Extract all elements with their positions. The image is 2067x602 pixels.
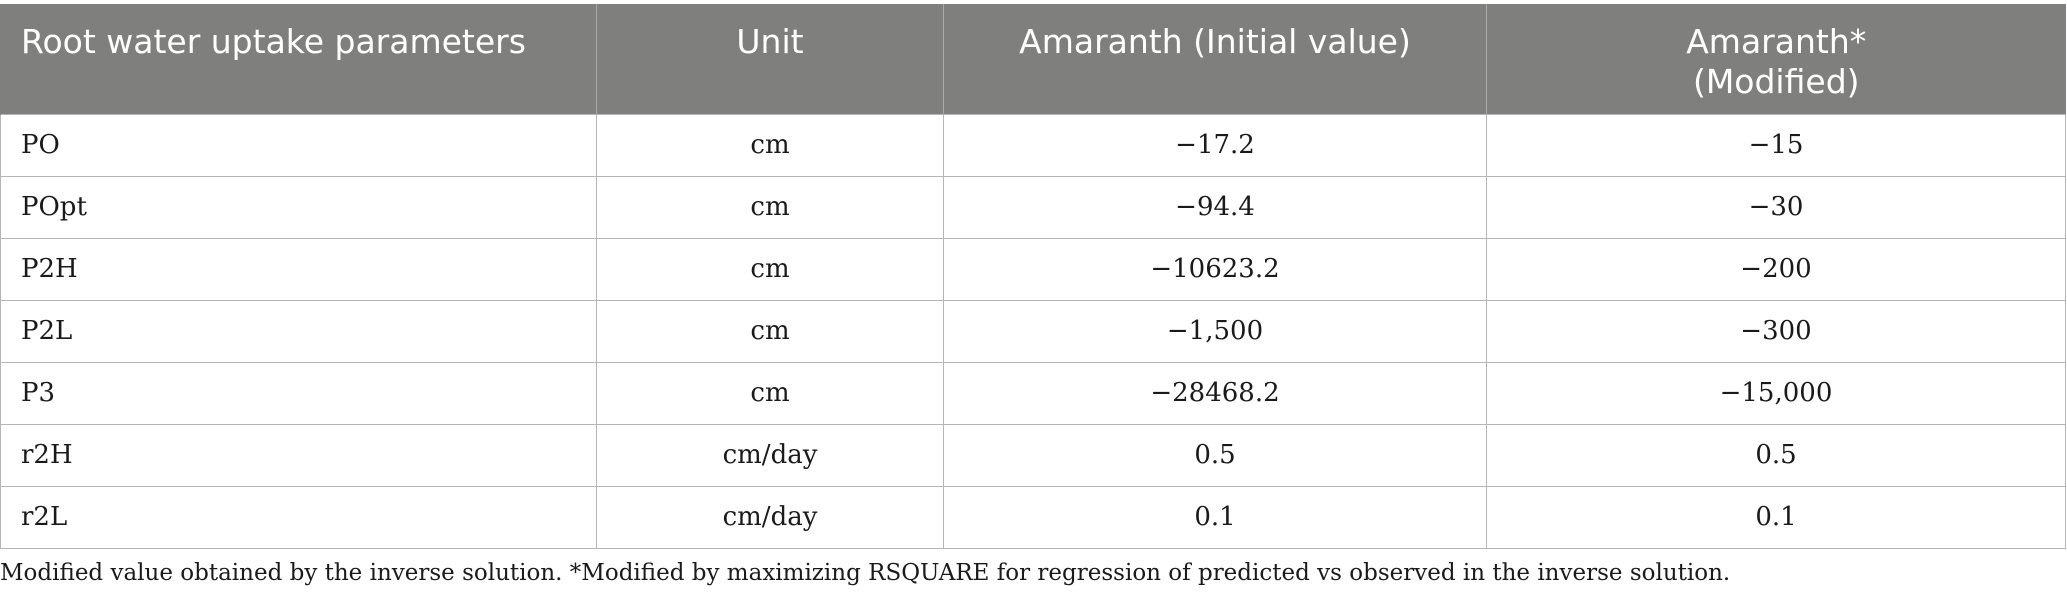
header-initial-value: Amaranth (Initial value) [943, 4, 1487, 114]
root-water-uptake-table: Root water uptake parameters Unit Amaran… [0, 4, 2066, 549]
cell-modified: 0.1 [1486, 485, 2066, 549]
cell-parameter: P2H [0, 237, 597, 301]
cell-initial: 0.5 [943, 423, 1487, 487]
cell-parameter: POpt [0, 175, 597, 239]
cell-parameter: P2L [0, 299, 597, 363]
table-row: P3 cm −28468.2 −15,000 [0, 361, 2066, 425]
cell-parameter: r2H [0, 423, 597, 487]
header-initial-value-label: Amaranth (Initial value) [1019, 22, 1411, 61]
cell-unit: cm/day [596, 485, 944, 549]
cell-unit: cm [596, 175, 944, 239]
table-row: P2H cm −10623.2 −200 [0, 237, 2066, 301]
table-row: POpt cm −94.4 −30 [0, 175, 2066, 239]
parameters-table-container: Root water uptake parameters Unit Amaran… [0, 4, 2066, 549]
cell-initial: −1,500 [943, 299, 1487, 363]
cell-parameter: PO [0, 113, 597, 177]
header-unit-label: Unit [736, 22, 804, 61]
table-footnote: Modified value obtained by the inverse s… [0, 560, 1731, 586]
header-row: Root water uptake parameters Unit Amaran… [0, 4, 2066, 114]
cell-parameter: P3 [0, 361, 597, 425]
cell-modified: −15 [1486, 113, 2066, 177]
cell-initial: −10623.2 [943, 237, 1487, 301]
cell-unit: cm/day [596, 423, 944, 487]
table-row: PO cm −17.2 −15 [0, 113, 2066, 177]
cell-initial: 0.1 [943, 485, 1487, 549]
header-modified-value: Amaranth* (Modified) [1486, 4, 2066, 114]
table-row: r2H cm/day 0.5 0.5 [0, 423, 2066, 487]
cell-modified: −200 [1486, 237, 2066, 301]
cell-modified: −30 [1486, 175, 2066, 239]
cell-unit: cm [596, 113, 944, 177]
header-modified-label-line2: (Modified) [1692, 62, 1860, 101]
cell-unit: cm [596, 361, 944, 425]
header-parameters-label: Root water uptake parameters [21, 22, 526, 61]
cell-modified: −15,000 [1486, 361, 2066, 425]
cell-initial: −94.4 [943, 175, 1487, 239]
header-modified-label-line1: Amaranth* [1686, 22, 1867, 61]
cell-parameter: r2L [0, 485, 597, 549]
header-parameters: Root water uptake parameters [0, 4, 597, 114]
table-body: PO cm −17.2 −15 POpt cm −94.4 −30 P2H cm… [0, 113, 2066, 549]
cell-modified: −300 [1486, 299, 2066, 363]
cell-unit: cm [596, 237, 944, 301]
cell-modified: 0.5 [1486, 423, 2066, 487]
cell-unit: cm [596, 299, 944, 363]
cell-initial: −17.2 [943, 113, 1487, 177]
table-row: P2L cm −1,500 −300 [0, 299, 2066, 363]
header-unit: Unit [596, 4, 944, 114]
cell-initial: −28468.2 [943, 361, 1487, 425]
table-header: Root water uptake parameters Unit Amaran… [0, 4, 2066, 114]
table-row: r2L cm/day 0.1 0.1 [0, 485, 2066, 549]
